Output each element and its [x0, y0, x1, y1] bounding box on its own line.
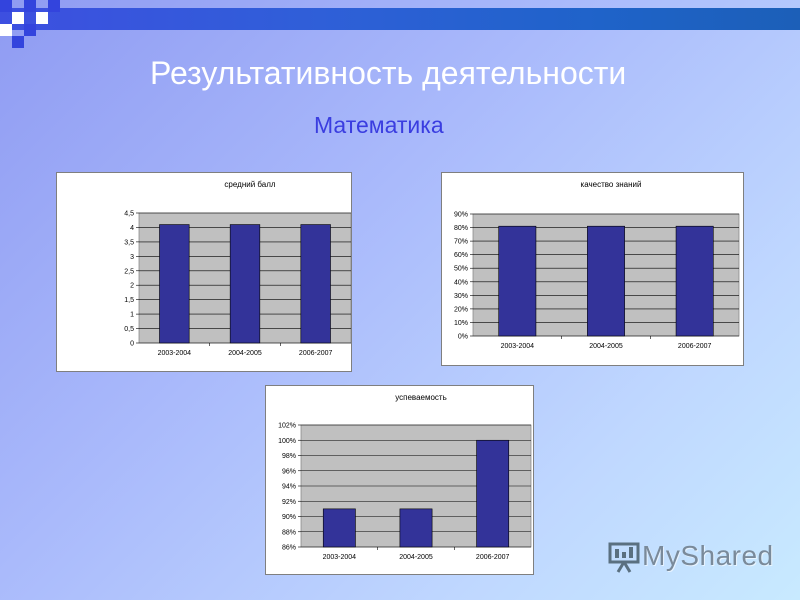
y-tick-label: 94% [282, 484, 296, 491]
y-tick-label: 4 [130, 225, 134, 232]
y-tick-label: 86% [282, 545, 296, 552]
bar [300, 224, 331, 344]
x-tick-label: 2003-2004 [158, 350, 192, 357]
y-tick-label: 2 [130, 283, 134, 290]
y-tick-label: 20% [454, 306, 468, 313]
chart-title: успеваемость [395, 393, 447, 402]
chart-svg: средний балл 0 0,5 1 1,5 2 2,5 3 3,5 4 4,5 2003-200… [124, 180, 351, 357]
y-tick-label: 50% [454, 266, 468, 273]
y-tick-label: 0,5 [124, 326, 134, 333]
y-tick-label: 88% [282, 529, 296, 536]
y-tick-label: 0 [130, 341, 134, 348]
chart-knowledge-quality: качество знаний 0% 10% 20% 30% 40% 50% 60% 70% 80… [441, 172, 744, 366]
watermark: MyShared [606, 536, 774, 576]
slide-subtitle: Математика [314, 112, 444, 138]
y-tick-label: 10% [454, 320, 468, 327]
y-tick-label: 90% [282, 514, 296, 521]
x-tick-label: 2004-2005 [399, 554, 433, 561]
y-tick-label: 100% [278, 438, 296, 445]
y-tick-label: 0% [458, 334, 468, 341]
header-band [0, 8, 800, 30]
y-tick-label: 40% [454, 279, 468, 286]
bar [675, 225, 714, 337]
chart-svg: успеваемость 86% 88% 90% 92% 94% 96% 98% 100% 102… [278, 393, 532, 561]
y-tick-label: 4,5 [124, 211, 134, 218]
y-tick-label: 1,5 [124, 297, 134, 304]
y-tick-label: 92% [282, 499, 296, 506]
x-tick-label: 2003-2004 [323, 554, 357, 561]
bar [322, 508, 356, 548]
presentation-screen-icon [608, 542, 640, 573]
x-tick-label: 2003-2004 [501, 343, 535, 350]
x-tick-label: 2006-2007 [678, 343, 712, 350]
y-tick-label: 60% [454, 252, 468, 259]
y-tick-label: 102% [278, 423, 296, 430]
chart-academic-performance: успеваемость 86% 88% 90% 92% 94% 96% 98% 100% 102… [265, 385, 534, 575]
y-tick-label: 70% [454, 239, 468, 246]
x-tick-label: 2006-2007 [299, 350, 333, 357]
bar [476, 439, 510, 548]
y-tick-label: 2,5 [124, 268, 134, 275]
y-tick-label: 30% [454, 293, 468, 300]
bar [159, 224, 190, 344]
bar [498, 225, 537, 337]
y-tick-label: 3 [130, 254, 134, 261]
x-tick-label: 2004-2005 [228, 350, 262, 357]
chart-title: средний балл [224, 180, 275, 189]
x-tick-label: 2006-2007 [476, 554, 510, 561]
bar [587, 225, 625, 337]
bar [399, 508, 433, 548]
y-tick-label: 1 [130, 312, 134, 319]
bar [229, 224, 261, 344]
y-tick-label: 96% [282, 468, 296, 475]
chart-svg: качество знаний 0% 10% 20% 30% 40% 50% 60% 70% 80… [454, 180, 740, 350]
watermark-text: MyShared [642, 540, 774, 571]
slide-title: Результативность деятельности [150, 55, 627, 91]
chart-title: качество знаний [581, 180, 642, 189]
x-tick-label: 2004-2005 [589, 343, 623, 350]
y-tick-label: 80% [454, 225, 468, 232]
chart-average-score: средний балл 0 0,5 1 1,5 2 2,5 3 3,5 4 4,5 2003-200… [56, 172, 352, 372]
y-tick-label: 98% [282, 453, 296, 460]
y-tick-label: 90% [454, 212, 468, 219]
y-tick-label: 3,5 [124, 239, 134, 246]
